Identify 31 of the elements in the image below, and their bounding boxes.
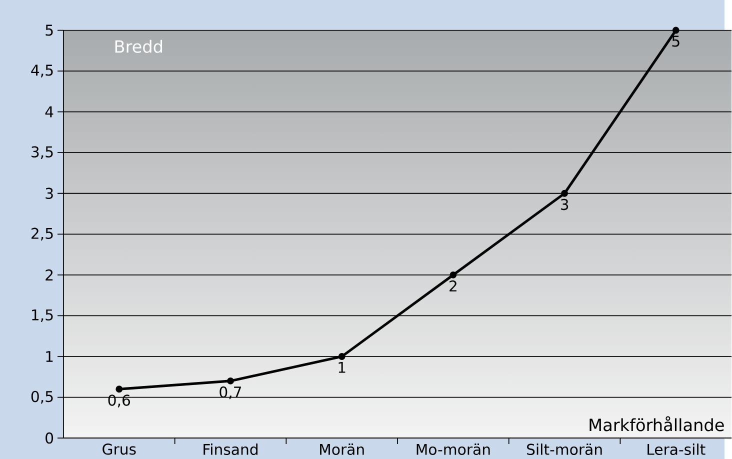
point	[116, 386, 123, 392]
data-label: 1	[338, 362, 346, 373]
x-axis-title: Markförhållande	[590, 416, 724, 432]
data-label: 3	[560, 198, 568, 210]
y-tick-label: 0,5	[31, 390, 53, 404]
y-tick-label: 3,5	[32, 146, 53, 159]
y-tick-label: 1,5	[32, 309, 53, 322]
y-tick-label: 2,5	[32, 228, 53, 240]
y-tick-label: 5	[46, 24, 53, 36]
y-tick-label: 0	[46, 432, 54, 444]
point	[672, 26, 680, 34]
x-tick-label: Finsand	[204, 443, 258, 455]
point	[450, 271, 457, 278]
x-tick-label: Morän	[320, 443, 364, 455]
data-label: 2	[450, 280, 456, 292]
point	[338, 352, 346, 360]
point	[227, 377, 234, 384]
y-tick-label: 2	[46, 269, 53, 280]
x-tick-label: Silt-morän	[527, 443, 602, 455]
point	[561, 190, 568, 197]
y-tick-label: 3	[46, 188, 53, 199]
x-tick-label: Lera-silt	[648, 443, 706, 455]
y-tick-label: 4,5	[31, 64, 53, 78]
y-axis-title: Bredd	[115, 40, 162, 53]
x-tick-label: Mo-morän	[416, 443, 490, 455]
data-label: 0,6	[108, 394, 130, 408]
y-tick-label: 4	[45, 106, 54, 118]
y-tick-label: 1	[46, 350, 53, 362]
x-tick-label: Grus	[102, 443, 136, 455]
data-label: 0,7	[220, 386, 242, 400]
data-label: 5	[672, 36, 680, 47]
